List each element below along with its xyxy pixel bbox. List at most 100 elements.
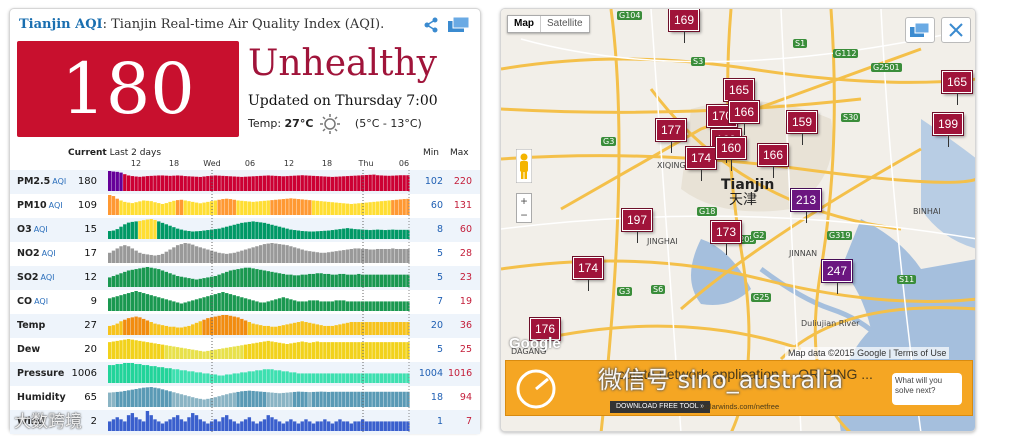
spark-bar [292, 322, 297, 335]
aqi-marker-stem [588, 279, 589, 291]
spark-bar [157, 221, 161, 239]
spark-bar [330, 251, 335, 263]
map-type-control[interactable]: Map Satellite [507, 15, 590, 33]
spark-bar [319, 273, 323, 287]
pollutant-row-o3[interactable]: O3 AQI 15 8 60 [10, 218, 480, 242]
window-icon[interactable] [447, 16, 471, 38]
aqi-marker-value: 159 [787, 111, 817, 133]
spark-bar [221, 199, 225, 215]
spark-bar [228, 199, 233, 215]
spark-bar [338, 419, 342, 431]
ad-url[interactable]: solarwinds.com/netfree [702, 402, 780, 411]
ad-banner[interactable]: ...culate network application ... OR PIN… [505, 360, 973, 416]
spark-bar [111, 250, 116, 263]
spark-bar [259, 302, 263, 311]
spark-bar [153, 255, 157, 263]
pollutant-row-wind[interactable]: Wind 2 1 7 [10, 410, 480, 434]
sparkline [108, 338, 410, 360]
spark-bar [394, 421, 399, 431]
spark-bar [270, 392, 274, 407]
spark-bar [141, 421, 146, 431]
aqi-marker[interactable]: 174 [573, 257, 603, 291]
google-logo: Google [509, 335, 561, 352]
aqi-marker[interactable]: 247 [822, 260, 852, 294]
aqi-marker[interactable]: 199 [933, 113, 963, 147]
ad-download-button[interactable]: DOWNLOAD FREE TOOL » [610, 401, 711, 413]
spark-bar [274, 342, 278, 360]
spark-bar [247, 176, 252, 191]
pollutant-row-so2[interactable]: SO2 AQI 12 5 23 [10, 266, 480, 290]
spark-bar [315, 252, 320, 263]
zoom-in-button[interactable]: + [520, 194, 528, 208]
spark-bar [274, 243, 278, 263]
aqi-marker[interactable]: 166 [758, 144, 788, 178]
spark-bar [206, 398, 210, 407]
pollutant-row-temp[interactable]: Temp 27 20 36 [10, 314, 480, 338]
pollutant-row-pressure[interactable]: Pressure 1006 1004 1016 [10, 362, 480, 386]
pollutant-row-humidity[interactable]: Humidity 65 18 94 [10, 386, 480, 410]
spark-bar [198, 247, 202, 263]
window-icon[interactable] [905, 17, 935, 43]
aqi-marker[interactable]: 165 [942, 71, 972, 105]
share-icon[interactable] [422, 16, 440, 38]
aqi-marker[interactable]: 159 [787, 111, 817, 145]
aqi-marker[interactable]: 173 [711, 221, 741, 255]
spark-bar [311, 175, 316, 191]
spark-bar [119, 172, 123, 191]
map-type-satellite[interactable]: Satellite [540, 16, 589, 32]
pegman-icon[interactable] [515, 148, 533, 187]
pollutant-row-no2[interactable]: NO2 AQI 17 5 28 [10, 242, 480, 266]
map-attribution[interactable]: Map data ©2015 Google | Terms of Use [785, 347, 950, 359]
aqi-marker[interactable]: 174 [686, 147, 716, 181]
spark-bar [311, 200, 316, 215]
spark-bar [194, 372, 199, 383]
spark-bar [206, 296, 210, 311]
map-panel[interactable]: 1691651701661691591771741601661651991971… [500, 8, 976, 432]
spark-bar [387, 391, 391, 407]
spark-bar [149, 267, 153, 287]
aqi-marker[interactable]: 177 [656, 119, 686, 153]
spark-bar [111, 196, 116, 215]
aqi-marker[interactable]: 213 [791, 189, 821, 223]
pollutant-row-pm10[interactable]: PM10 AQI 109 60 131 [10, 194, 480, 218]
max-header: Max [450, 148, 469, 158]
temp-range: (5°C - 13°C) [354, 117, 422, 130]
pollutant-row-dew[interactable]: Dew 20 5 25 [10, 338, 480, 362]
spark-bar [368, 249, 372, 263]
map-type-map[interactable]: Map [514, 18, 534, 29]
spark-bar [402, 229, 406, 239]
zoom-out-button[interactable]: − [520, 208, 528, 222]
aqi-marker[interactable]: 160 [716, 137, 746, 171]
spark-bar [402, 373, 406, 383]
spark-bar [383, 301, 387, 311]
aqi-marker[interactable]: 176 [530, 318, 560, 352]
spark-bar [149, 322, 153, 335]
pollutant-row-co[interactable]: CO AQI 9 7 19 [10, 290, 480, 314]
spark-bar [353, 175, 357, 191]
zoom-control[interactable]: + − [516, 193, 532, 223]
spark-bar [281, 176, 286, 191]
spark-bar [311, 251, 316, 263]
spark-bar [315, 391, 320, 407]
spark-bar [259, 421, 263, 431]
fullscreen-icon[interactable] [941, 17, 971, 43]
spark-bar [274, 419, 278, 431]
road-shield: G319 [827, 231, 853, 240]
district-label: JINNAN [789, 249, 818, 258]
spark-bar [338, 342, 342, 360]
spark-bar [285, 344, 289, 359]
row-current-value: 9 [90, 296, 97, 307]
aqi-marker[interactable]: 197 [622, 209, 652, 243]
spark-bar [126, 318, 131, 336]
spark-bar [168, 326, 172, 335]
pollutant-row-pm25[interactable]: PM2.5 AQI 180 102 220 [10, 170, 480, 194]
aqi-marker[interactable]: 169 [669, 9, 699, 43]
spark-bar [338, 250, 342, 263]
spark-bar [240, 345, 244, 359]
spark-bar [108, 325, 112, 335]
spark-bar [376, 274, 380, 287]
spark-bar [149, 254, 153, 263]
aqi-marker[interactable]: 166 [729, 101, 759, 135]
spark-bar [315, 176, 320, 191]
aqi-marker[interactable]: 165 [724, 79, 754, 113]
